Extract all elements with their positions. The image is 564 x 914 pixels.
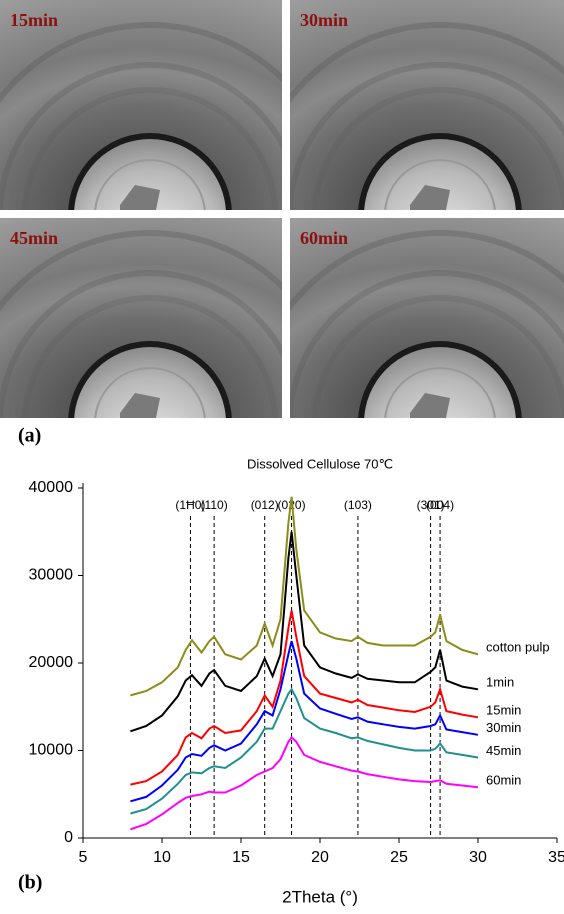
x-tick-label: 35 (548, 849, 564, 866)
diffraction-ring (22, 87, 278, 210)
diffraction-ring (290, 270, 564, 418)
peak-label: (301) (417, 498, 445, 512)
series-label: cotton pulp (486, 640, 550, 655)
y-tick-label: 40000 (29, 479, 74, 496)
series-line (130, 610, 479, 786)
diffraction-ring (22, 295, 278, 418)
x-axis-label: 2Theta (°) (282, 887, 358, 906)
x-tick-label: 15 (232, 849, 250, 866)
series-line (130, 687, 479, 815)
panel-label: (b) (18, 872, 42, 894)
peak-label: (1Ħ0) (175, 498, 205, 512)
diffraction-ring (0, 22, 282, 104)
image-label: 60min (300, 228, 348, 248)
x-tick-label: 30 (469, 849, 487, 866)
xrd-image: 45min (0, 218, 282, 418)
xrd-image: 60min (290, 218, 564, 418)
series-label: 30min (486, 720, 521, 735)
inner-ring (384, 367, 496, 418)
y-tick-label: 10000 (29, 742, 74, 759)
diffraction-ring (0, 62, 282, 210)
beam-core (74, 347, 226, 418)
panel-label: (a) (18, 425, 41, 447)
series-label: 15min (486, 703, 521, 718)
y-tick-label: 20000 (29, 654, 74, 671)
inner-ring (94, 159, 206, 210)
peak-label: (012) (251, 498, 279, 512)
diffraction-ring (312, 87, 564, 210)
series-line (130, 496, 479, 697)
beamstop (410, 185, 450, 210)
image-label: 45min (10, 228, 58, 248)
diffraction-ring (0, 230, 282, 312)
peak-label: (103) (344, 498, 372, 512)
peak-label: (110) (201, 498, 228, 512)
beam-core (364, 139, 516, 210)
diffraction-ring (290, 62, 564, 210)
series-line (130, 640, 479, 803)
inner-ring (94, 367, 206, 418)
x-tick-label: 10 (153, 849, 171, 866)
x-tick-label: 5 (79, 849, 88, 866)
y-tick-label: 0 (64, 829, 73, 846)
xrd-image: 30min (290, 0, 564, 210)
x-tick-label: 20 (311, 849, 329, 866)
image-label: 30min (300, 10, 348, 30)
peak-label: (004) (426, 498, 454, 512)
inner-ring (384, 159, 496, 210)
image-label: 15min (10, 10, 58, 30)
beam-core (74, 139, 226, 210)
diffraction-ring (290, 22, 564, 104)
beamstop (410, 393, 450, 418)
chart-title: Dissolved Cellulose 70℃ (247, 456, 393, 471)
diffraction-ring (312, 295, 564, 418)
beam-core (364, 347, 516, 418)
series-line (130, 531, 479, 733)
beamstop (120, 185, 160, 210)
diffraction-ring (290, 230, 564, 312)
x-tick-label: 25 (390, 849, 408, 866)
xrd-image: 15min (0, 0, 282, 210)
diffraction-ring (0, 270, 282, 418)
beamstop (120, 393, 160, 418)
series-line (130, 735, 479, 831)
y-tick-label: 30000 (29, 567, 74, 584)
series-label: 60min (486, 773, 521, 788)
series-label: 1min (486, 675, 514, 690)
series-label: 45min (486, 743, 521, 758)
